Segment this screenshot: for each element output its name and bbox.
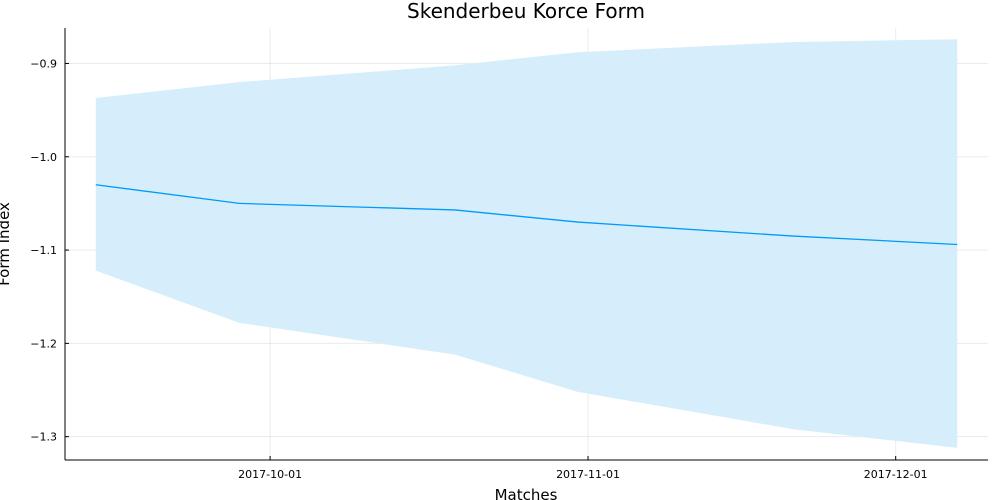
x-axis-label: Matches: [495, 486, 558, 500]
x-tick-label: 2017-10-01: [238, 468, 302, 481]
y-axis-label: Form Index: [0, 202, 13, 286]
form-line: [95, 184, 958, 246]
confidence-band: [95, 39, 958, 448]
y-tick-label: −1.2: [30, 337, 57, 350]
confidence-band-layer: [95, 39, 958, 448]
x-tick-label: 2017-11-01: [556, 468, 620, 481]
chart-title: Skenderbeu Korce Form: [407, 0, 645, 23]
axes: [64, 28, 988, 461]
y-tick-label: −1.0: [30, 151, 57, 164]
series-line-layer: [95, 184, 958, 246]
y-tick-label: −0.9: [30, 57, 57, 70]
y-tick-label: −1.3: [30, 431, 57, 444]
tick-labels: 2017-10-01 2017-11-01 2017-12-01 −0.9 −1.0 −1…: [30, 57, 927, 481]
x-tick-label: 2017-12-01: [864, 468, 928, 481]
y-tick-label: −1.1: [30, 244, 57, 257]
